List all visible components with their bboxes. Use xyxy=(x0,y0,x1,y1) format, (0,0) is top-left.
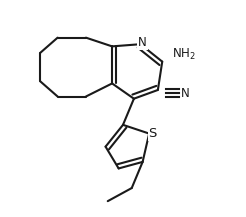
Text: N: N xyxy=(181,87,189,100)
Text: NH$_2$: NH$_2$ xyxy=(172,46,196,62)
Text: N: N xyxy=(138,36,147,49)
Text: S: S xyxy=(148,127,157,140)
